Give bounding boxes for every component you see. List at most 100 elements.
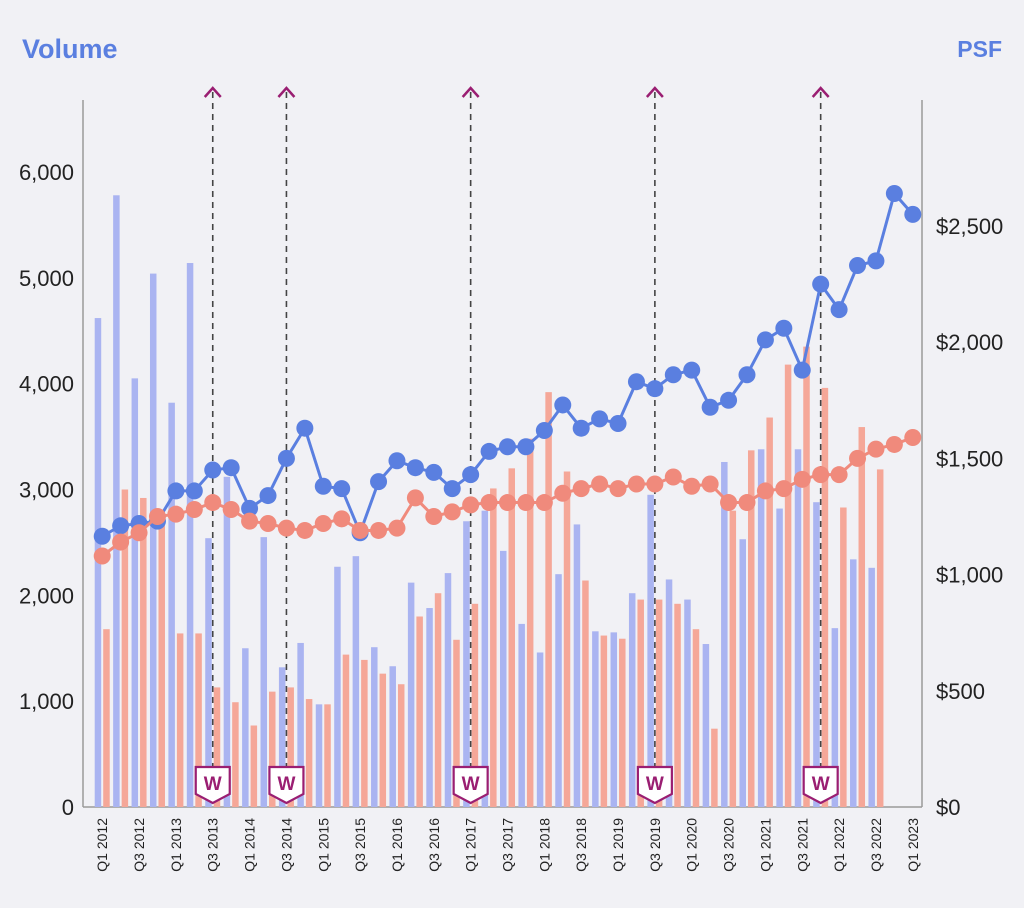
volume-bar-red: [232, 702, 239, 807]
right-axis-title: PSF: [957, 36, 1002, 62]
volume-bar-red: [692, 629, 700, 807]
psf-point-red: [830, 466, 848, 484]
left-tick-label: 5,000: [19, 266, 74, 291]
psf-point-red: [277, 519, 295, 537]
psf-point-red: [185, 501, 203, 519]
volume-bar-blue: [684, 599, 691, 807]
volume-bar-blue: [481, 510, 489, 807]
psf-point-blue: [517, 438, 535, 456]
psf-point-blue: [370, 473, 388, 491]
psf-point-red: [351, 521, 369, 539]
x-tick-label: Q1 2020: [684, 818, 700, 872]
volume-bar-red: [121, 489, 129, 807]
psf-point-red: [388, 519, 406, 537]
psf-point-red: [499, 494, 516, 512]
psf-point-red: [756, 482, 774, 500]
x-tick-label: Q3 2019: [647, 818, 663, 872]
psf-point-blue: [499, 438, 516, 456]
event-arrow-icon: [645, 86, 664, 98]
right-tick-label: $500: [936, 679, 985, 704]
volume-bar-red: [803, 346, 810, 807]
psf-point-blue: [112, 517, 130, 535]
volume-bar-red: [747, 450, 755, 807]
volume-bar-red: [619, 638, 626, 807]
event-marker-label: W: [277, 774, 295, 795]
volume-bar-red: [545, 392, 552, 807]
volume-bar-red: [840, 507, 847, 807]
volume-bar-red: [140, 497, 147, 807]
volume-bar-red: [637, 599, 644, 807]
psf-point-red: [572, 480, 590, 498]
psf-point-blue: [830, 301, 848, 319]
left-tick-label: 1,000: [19, 689, 74, 714]
psf-point-blue: [462, 466, 480, 484]
psf-point-blue: [443, 480, 461, 498]
psf-point-blue: [277, 449, 295, 467]
volume-bar-red: [397, 684, 405, 807]
event-marker-label: W: [462, 774, 480, 795]
psf-point-red: [793, 470, 811, 488]
psf-point-red: [720, 494, 738, 512]
volume-bar-blue: [592, 631, 599, 807]
psf-point-blue: [591, 410, 609, 428]
psf-point-blue: [849, 257, 867, 275]
volume-bar-blue: [647, 494, 654, 807]
psf-point-blue: [185, 482, 203, 500]
psf-point-blue: [222, 459, 240, 477]
psf-point-blue: [241, 499, 259, 517]
x-tick-label: Q1 2019: [610, 818, 626, 872]
volume-bar-red: [674, 603, 681, 807]
psf-point-blue: [333, 480, 351, 498]
psf-point-red: [609, 480, 627, 498]
psf-point-red: [646, 475, 664, 493]
volume-bar-blue: [242, 648, 249, 807]
x-tick-label: Q1 2018: [536, 818, 552, 872]
volume-bar-blue: [831, 628, 839, 807]
event-arrow-icon: [277, 86, 296, 98]
x-tick-label: Q1 2017: [463, 818, 479, 872]
psf-point-red: [93, 547, 111, 565]
psf-point-blue: [683, 361, 701, 379]
volume-bar-red: [287, 687, 294, 807]
x-tick-label: Q3 2016: [426, 818, 442, 872]
volume-bar-blue: [463, 521, 470, 807]
x-tick-label: Q1 2013: [168, 818, 184, 872]
volume-bar-red: [655, 599, 663, 807]
left-tick-label: 0: [62, 795, 74, 820]
volume-bar-red: [213, 687, 221, 807]
psf-point-blue: [535, 422, 553, 440]
left-tick-label: 3,000: [19, 478, 74, 503]
psf-point-blue: [720, 391, 738, 409]
psf-point-red: [314, 514, 332, 532]
volume-bar-blue: [205, 538, 212, 807]
psf-point-red: [885, 435, 903, 453]
psf-point-blue: [480, 442, 498, 460]
volume-bar-red: [563, 471, 571, 807]
x-tick-label: Q3 2015: [352, 818, 368, 872]
volume-bar-red: [361, 659, 368, 807]
x-tick-label: Q3 2017: [500, 818, 516, 872]
psf-point-blue: [627, 373, 645, 391]
psf-point-blue: [793, 361, 811, 379]
psf-point-blue: [812, 275, 830, 293]
volume-bar-red: [176, 633, 184, 807]
volume-bar-red: [379, 673, 387, 807]
psf-point-red: [406, 489, 424, 507]
psf-point-red: [664, 468, 682, 486]
psf-point-red: [701, 475, 719, 493]
event-marker-badge: [452, 765, 489, 805]
volume-bar-red: [490, 488, 497, 807]
x-tick-label: Q3 2013: [205, 818, 221, 872]
psf-point-blue: [904, 205, 922, 223]
volume-bar-blue: [297, 642, 304, 807]
psf-point-red: [867, 440, 885, 458]
psf-point-red: [370, 521, 388, 539]
x-tick-label: Q1 2016: [389, 818, 405, 872]
volume-bar-blue: [702, 644, 710, 807]
x-tick-label: Q3 2012: [131, 818, 147, 872]
right-tick-label: $2,500: [936, 214, 1003, 239]
right-tick-label: $0: [936, 795, 960, 820]
psf-point-red: [333, 510, 351, 528]
event-marker-badge: [802, 765, 839, 805]
volume-bar-red: [858, 427, 866, 807]
